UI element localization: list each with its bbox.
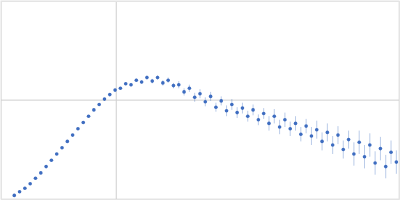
point (12, 194, 16, 198)
point (34, 177, 38, 181)
point (363, 155, 367, 159)
point (209, 95, 213, 99)
point (124, 82, 128, 86)
point (113, 88, 117, 92)
point (262, 112, 266, 116)
point (76, 127, 80, 131)
point (145, 76, 149, 80)
point (119, 87, 123, 91)
point (304, 124, 308, 128)
point (182, 90, 186, 94)
point (129, 83, 133, 87)
point (294, 122, 298, 126)
point (214, 105, 218, 109)
point (278, 125, 282, 129)
point (135, 78, 139, 82)
point (235, 111, 239, 115)
point (272, 114, 276, 118)
point (246, 114, 250, 118)
point (379, 147, 383, 151)
point (193, 96, 197, 100)
point (55, 152, 59, 156)
point (347, 138, 351, 142)
point (198, 92, 202, 96)
chart (0, 0, 400, 200)
point (97, 103, 101, 107)
point (177, 83, 181, 87)
plot-frame (1, 1, 399, 199)
point (150, 79, 154, 83)
point (336, 133, 340, 137)
data-layer (12, 75, 398, 197)
point (241, 106, 245, 110)
point (368, 143, 372, 147)
point (28, 182, 32, 186)
y-axis (1, 2, 399, 200)
point (156, 76, 160, 80)
point (310, 134, 314, 138)
point (60, 146, 64, 150)
point (219, 99, 223, 103)
point (326, 131, 330, 135)
point (225, 109, 229, 113)
point (18, 190, 22, 194)
point (140, 80, 144, 84)
point (341, 148, 345, 152)
tick (1, 100, 399, 101)
point (23, 186, 27, 190)
point (251, 108, 255, 112)
point (352, 152, 356, 156)
point (373, 161, 377, 165)
point (288, 127, 292, 131)
point (320, 140, 324, 144)
point (230, 103, 234, 107)
point (315, 128, 319, 132)
point (66, 140, 70, 144)
plot-area (1, 1, 400, 200)
point (357, 141, 361, 145)
point (39, 171, 43, 175)
point (92, 108, 96, 112)
point (50, 159, 54, 163)
point (395, 160, 399, 164)
point (44, 165, 48, 169)
point (204, 100, 208, 104)
point (108, 93, 112, 97)
point (389, 150, 393, 154)
x-axis (2, 1, 400, 200)
grid-line (1, 100, 399, 101)
point (299, 132, 303, 136)
point (257, 118, 261, 122)
point (283, 118, 287, 122)
point (384, 165, 388, 169)
point (166, 78, 170, 82)
axis-line (2, 1, 400, 200)
point (331, 143, 335, 147)
axis-line (2, 2, 400, 200)
point (161, 81, 165, 85)
point (267, 122, 271, 126)
point (103, 97, 107, 101)
point (71, 133, 75, 137)
point (172, 84, 176, 88)
point (87, 114, 91, 118)
point (188, 87, 192, 91)
point (81, 121, 85, 125)
